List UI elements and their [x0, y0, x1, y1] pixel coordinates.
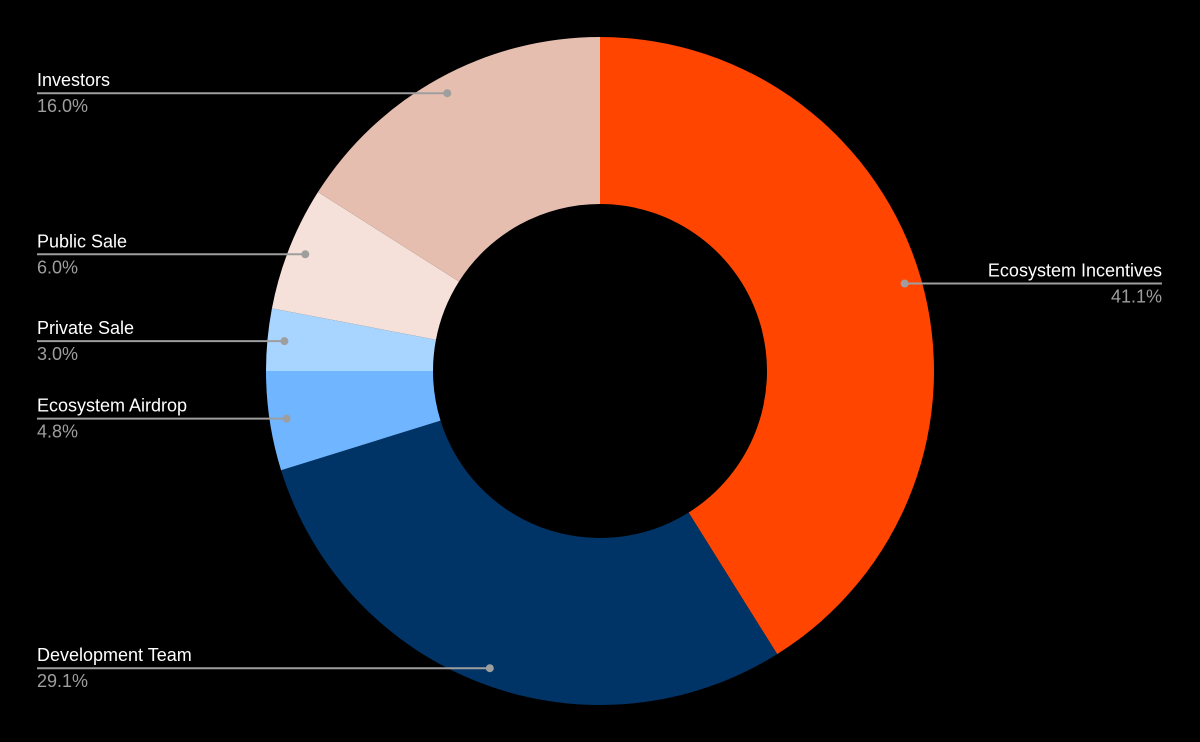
leader-dot-ecosystem-incentives — [900, 279, 909, 288]
slice-value-private-sale: 3.0% — [37, 344, 78, 364]
slice-value-development-team: 29.1% — [37, 671, 88, 691]
slice-development-team[interactable] — [281, 420, 778, 705]
slice-value-public-sale: 6.0% — [37, 257, 78, 277]
leader-dot-ecosystem-airdrop — [282, 414, 291, 423]
slice-value-investors: 16.0% — [37, 96, 88, 116]
slice-value-ecosystem-airdrop: 4.8% — [37, 422, 78, 442]
slice-public-sale[interactable] — [271, 192, 459, 340]
slice-label-ecosystem-airdrop: Ecosystem Airdrop — [37, 396, 187, 416]
leader-dot-development-team — [485, 664, 494, 673]
leader-dot-private-sale — [280, 337, 289, 346]
slice-label-private-sale: Private Sale — [37, 318, 134, 338]
slice-ecosystem-incentives[interactable] — [600, 37, 934, 655]
slice-label-ecosystem-incentives: Ecosystem Incentives — [988, 261, 1162, 281]
slice-label-investors: Investors — [37, 70, 110, 90]
slice-investors[interactable] — [317, 37, 600, 282]
slice-value-ecosystem-incentives: 41.1% — [1111, 287, 1162, 307]
slice-ecosystem-airdrop[interactable] — [266, 371, 441, 471]
leader-dot-investors — [443, 89, 452, 98]
leader-dot-public-sale — [301, 250, 310, 259]
slice-label-public-sale: Public Sale — [37, 231, 127, 251]
slice-private-sale[interactable] — [266, 308, 436, 371]
slice-label-development-team: Development Team — [37, 645, 192, 665]
